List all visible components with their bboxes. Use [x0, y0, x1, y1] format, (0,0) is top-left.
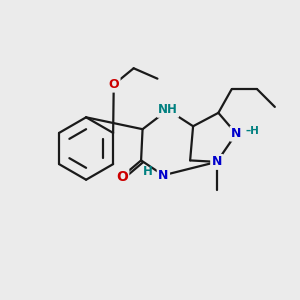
Text: H: H [143, 165, 153, 178]
Text: O: O [116, 170, 128, 184]
Text: N: N [231, 127, 242, 140]
Text: NH: NH [158, 103, 178, 116]
Text: O: O [108, 78, 119, 91]
Text: N: N [212, 155, 222, 168]
Text: N: N [158, 169, 169, 182]
Text: –H: –H [245, 126, 259, 136]
